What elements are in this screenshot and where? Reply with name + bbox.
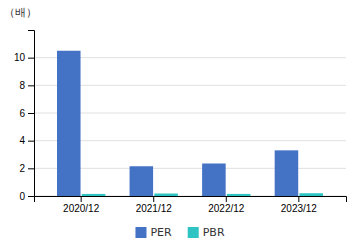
chart: 0 2 4 6 8 10 2020/12 2021/12 2022/12 2023/12 （배） PE… <box>0 0 360 248</box>
legend-item: PER <box>135 226 172 239</box>
tick-mark <box>28 141 34 142</box>
legend-label: PBR <box>203 226 225 239</box>
grid-line <box>34 168 346 169</box>
tick: 2021/12 <box>136 196 173 214</box>
tick-label: 8 <box>19 80 25 91</box>
axis-title: （배） <box>4 6 37 19</box>
legend-label: PER <box>150 226 172 239</box>
series <box>57 51 298 196</box>
legend-swatch <box>188 227 199 238</box>
tick-mark <box>28 85 34 86</box>
tick-label: 2023/12 <box>281 203 318 214</box>
tick-label: 4 <box>19 135 25 146</box>
legend-item: PBR <box>188 226 225 239</box>
legend-swatch <box>135 227 146 238</box>
y-axis: 0 2 4 6 8 10 <box>14 31 35 202</box>
bar <box>202 163 226 196</box>
grid-line <box>34 140 346 141</box>
tick: 0 <box>19 191 34 202</box>
tick: 4 <box>19 135 34 146</box>
tick-label: 2022/12 <box>208 203 245 214</box>
bar <box>57 51 81 196</box>
tick: 2022/12 <box>208 196 245 214</box>
tick-mark <box>298 196 299 202</box>
axis-line <box>28 31 35 197</box>
legend: PER PBR <box>135 226 224 239</box>
bars <box>57 51 323 196</box>
tick-mark <box>28 196 34 197</box>
tick-mark <box>81 196 82 202</box>
bar <box>82 194 106 196</box>
axis-line <box>35 197 347 203</box>
grid <box>34 58 346 196</box>
tick-label: 2020/12 <box>63 203 100 214</box>
bar <box>275 150 299 196</box>
grid-line <box>34 85 346 86</box>
tick: 2020/12 <box>63 196 100 214</box>
tick-label: 10 <box>14 52 26 63</box>
tick: 2 <box>19 163 34 174</box>
bar <box>154 194 178 196</box>
tick: 2023/12 <box>281 196 318 214</box>
tick: 6 <box>19 108 34 119</box>
tick-mark <box>153 196 154 202</box>
bar <box>227 194 251 196</box>
tick-label: 2021/12 <box>136 203 173 214</box>
x-axis: 2020/12 2021/12 2022/12 2023/12 <box>35 196 347 214</box>
tick-mark <box>28 58 34 59</box>
tick-mark <box>28 168 34 169</box>
plot-area: 0 2 4 6 8 10 2020/12 2021/12 2022/12 2023/12 <box>14 31 347 215</box>
tick-label: 0 <box>19 191 25 202</box>
grid-line <box>34 113 346 114</box>
bar <box>130 166 154 196</box>
bar <box>299 193 323 196</box>
tick-mark <box>28 113 34 114</box>
tick-mark <box>226 196 227 202</box>
tick: 10 <box>14 52 34 63</box>
grid-line <box>34 57 346 58</box>
tick-label: 2 <box>19 163 25 174</box>
series <box>82 193 323 196</box>
tick: 8 <box>19 80 34 91</box>
tick-label: 6 <box>19 108 25 119</box>
